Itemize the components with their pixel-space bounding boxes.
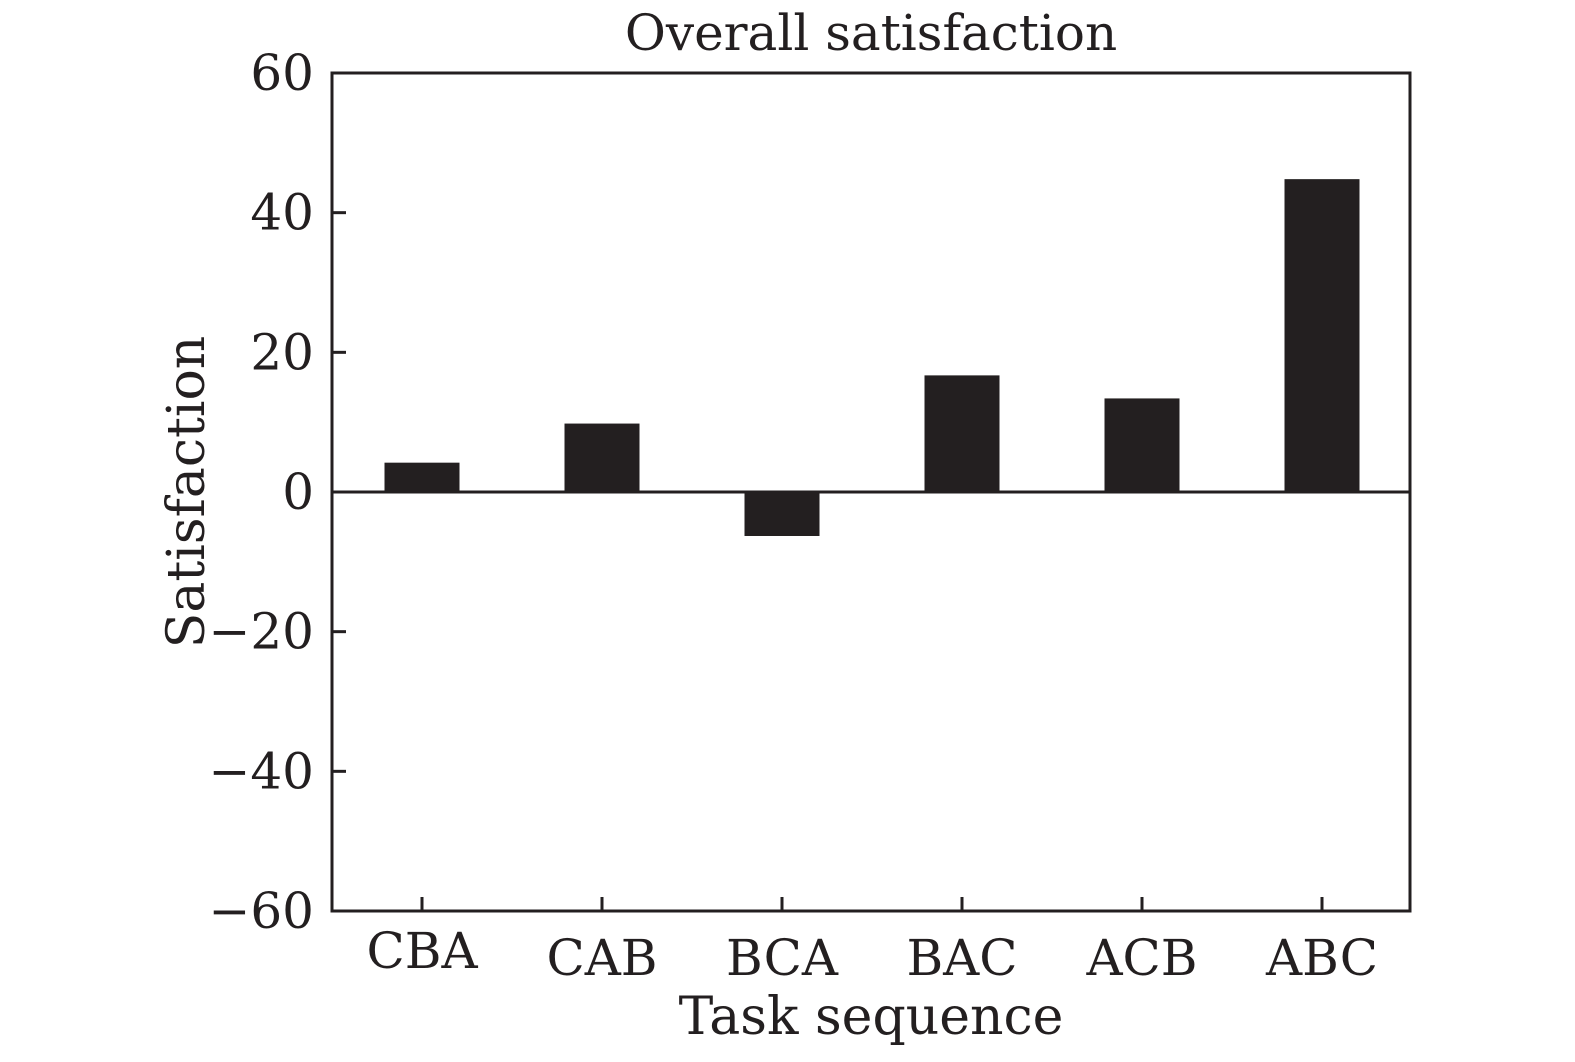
bar-bca: [744, 492, 820, 536]
y-tick-label: 0: [282, 463, 314, 521]
y-axis-title: Satisfaction: [157, 336, 217, 649]
x-tick-label-acb: ACB: [1085, 929, 1197, 987]
bar-bac: [924, 375, 1000, 492]
y-tick-label: 40: [250, 184, 314, 242]
y-tick-label: 60: [250, 44, 314, 102]
bar-cba: [384, 462, 460, 492]
ticks-layer: CBA CAB BCA BAC ACB ABC 60 40 20 0 −20 −40 −60: [208, 44, 1378, 987]
bars-layer: [384, 179, 1360, 536]
plot-frame: [330, 71, 1412, 913]
x-axis-title: Task sequence: [679, 987, 1064, 1047]
bar-abc: [1284, 179, 1360, 492]
y-tick-label: −60: [208, 882, 314, 940]
x-tick-label-cba: CBA: [366, 922, 478, 980]
y-tick-label: −20: [208, 603, 314, 661]
y-tick-label: −40: [208, 742, 314, 800]
x-tick-label-bca: BCA: [726, 929, 839, 987]
y-tick-label: 20: [250, 323, 314, 381]
bar-acb: [1104, 398, 1180, 492]
x-tick-label-cab: CAB: [546, 929, 657, 987]
x-tick-label-bac: BAC: [906, 929, 1017, 987]
chart-title: Overall satisfaction: [625, 4, 1117, 62]
bar-cab: [564, 423, 640, 492]
x-tick-label-abc: ABC: [1265, 929, 1378, 987]
